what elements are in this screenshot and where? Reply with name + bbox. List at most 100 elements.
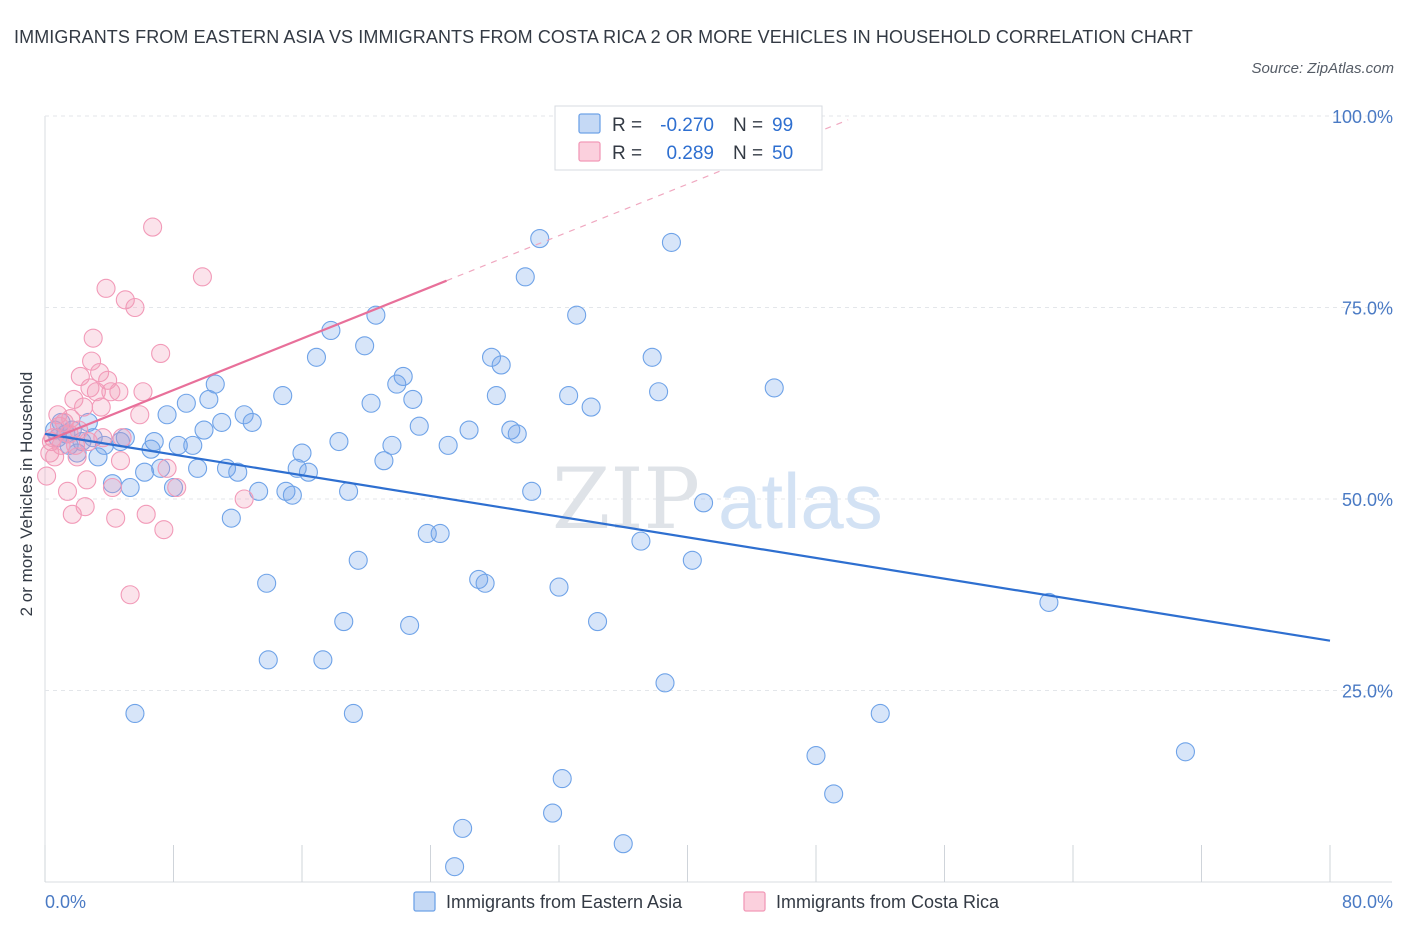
eastern-asia-point-58: [387, 374, 407, 394]
eastern-asia-point-45: [306, 347, 327, 367]
costa-rica-point-49: [234, 489, 254, 509]
chart-title: IMMIGRANTS FROM EASTERN ASIA VS IMMIGRAN…: [14, 27, 1193, 47]
eastern-asia-point-90: [655, 673, 675, 693]
eastern-asia-point-66: [453, 818, 473, 838]
eastern-asia-point-72: [486, 386, 506, 406]
eastern-asia-point-41: [282, 485, 302, 505]
eastern-asia-point-56: [374, 451, 394, 471]
eastern-asia-point-86: [613, 834, 633, 854]
watermark-zip: ZIP: [552, 450, 700, 548]
eastern-asia-point-70: [475, 573, 495, 593]
eastern-asia-point-37: [257, 573, 277, 593]
costa-rica-point-37: [143, 217, 163, 237]
eastern-asia-point-60: [400, 615, 420, 635]
costa-rica-point-19: [82, 351, 102, 371]
eastern-asia-point-68: [445, 857, 465, 877]
eastern-asia-point-46: [313, 650, 333, 670]
stats-legend-n-value-2: 50: [772, 143, 793, 164]
eastern-asia-point-84: [581, 397, 601, 417]
costa-rica-point-21: [86, 382, 106, 402]
stats-legend-n-value-1: 99: [772, 115, 793, 136]
stats-legend-r-value-2: 0.289: [666, 143, 714, 164]
eastern-asia-point-57: [382, 435, 402, 455]
costa-rica-point-22: [90, 363, 110, 383]
y-tick-labels: 25.0% 50.0% 75.0% 100.0%: [1332, 107, 1393, 702]
x-tick-label-max: 80.0%: [1342, 892, 1393, 912]
costa-rica-point-12: [67, 447, 87, 467]
eastern-asia-point-39: [273, 386, 293, 406]
stats-legend-swatch-pink: [578, 141, 601, 162]
stats-legend: R = -0.270 N = 99 R = 0.289 N = 50: [554, 105, 823, 171]
eastern-asia-point-88: [642, 347, 662, 367]
y-tick-label-2: 75.0%: [1342, 299, 1393, 319]
eastern-asia-point-15: [120, 477, 140, 498]
x-tick-label-min: 0.0%: [45, 892, 86, 912]
eastern-asia-point-93: [694, 493, 714, 513]
costa-rica-point-10: [64, 389, 84, 409]
eastern-asia-point-51: [343, 703, 363, 724]
eastern-asia-point-29: [205, 374, 225, 394]
eastern-asia-point-26: [188, 458, 208, 478]
costa-rica-point-31: [115, 290, 135, 310]
eastern-asia-point-53: [355, 336, 375, 356]
eastern-asia-point-82: [559, 386, 579, 406]
eastern-asia-point-52: [348, 550, 368, 570]
eastern-asia-point-38: [258, 650, 278, 670]
eastern-asia-trend-line: [44, 432, 1331, 642]
costa-rica-point-39: [154, 520, 174, 540]
eastern-asia-point-54: [361, 393, 381, 413]
costa-rica-point-44: [61, 409, 81, 429]
data-points: [37, 217, 1195, 877]
y-tick-label-3: 100.0%: [1332, 107, 1393, 127]
eastern-asia-point-94: [764, 378, 784, 398]
eastern-asia-point-34: [234, 405, 254, 425]
eastern-asia-point-59: [393, 366, 413, 386]
eastern-asia-point-85: [587, 612, 608, 632]
eastern-asia-point-76: [515, 267, 535, 287]
costa-rica-point-20: [83, 328, 103, 348]
costa-rica-point-17: [77, 470, 97, 490]
stats-legend-r-label-1: R =: [612, 115, 642, 136]
eastern-asia-point-21: [157, 405, 177, 425]
stats-legend-swatch-blue: [578, 113, 601, 134]
stats-legend-r-label-2: R =: [612, 143, 642, 164]
eastern-asia-point-77: [522, 481, 542, 501]
y-axis-label: 2 or more Vehicles in Household: [17, 372, 36, 617]
costa-rica-trend-line: [44, 279, 447, 443]
eastern-asia-point-33: [228, 462, 248, 482]
bottom-legend-swatch-pink: [743, 891, 766, 912]
eastern-asia-point-91: [661, 232, 681, 252]
eastern-asia-point-10: [88, 447, 108, 467]
eastern-asia-point-75: [507, 424, 527, 444]
eastern-asia-point-67: [459, 420, 479, 440]
eastern-asia-point-99: [1175, 742, 1195, 762]
eastern-asia-point-87: [631, 531, 651, 551]
eastern-asia-point-30: [212, 412, 232, 432]
watermark-atlas: atlas: [718, 457, 883, 545]
bottom-legend: Immigrants from Eastern Asia Immigrants …: [413, 891, 1000, 912]
costa-rica-point-30: [112, 428, 132, 448]
eastern-asia-point-62: [409, 416, 429, 436]
costa-rica-point-41: [167, 477, 187, 498]
source-label: Source: ZipAtlas.com: [1251, 60, 1394, 77]
costa-rica-point-24: [96, 278, 116, 298]
costa-rica-point-48: [192, 267, 212, 287]
bottom-legend-swatch-blue: [413, 891, 436, 912]
eastern-asia-point-32: [221, 508, 241, 528]
eastern-asia-point-89: [649, 382, 669, 402]
costa-rica-point-46: [91, 397, 111, 417]
costa-rica-point-33: [125, 297, 145, 318]
eastern-asia-point-50: [339, 481, 359, 501]
eastern-asia-point-49: [334, 612, 354, 632]
eastern-asia-point-98: [1039, 592, 1059, 612]
eastern-asia-point-35: [242, 412, 262, 432]
bottom-legend-label-eastern-asia: Immigrants from Eastern Asia: [446, 892, 683, 912]
eastern-asia-point-73: [491, 355, 511, 375]
costa-rica-point-28: [106, 508, 126, 528]
eastern-asia-point-96: [824, 784, 844, 804]
eastern-asia-point-20: [151, 458, 171, 478]
eastern-asia-point-19: [144, 431, 164, 452]
costa-rica-point-0: [37, 466, 57, 486]
costa-rica-point-36: [136, 504, 156, 524]
stats-legend-n-label-1: N =: [733, 115, 763, 136]
